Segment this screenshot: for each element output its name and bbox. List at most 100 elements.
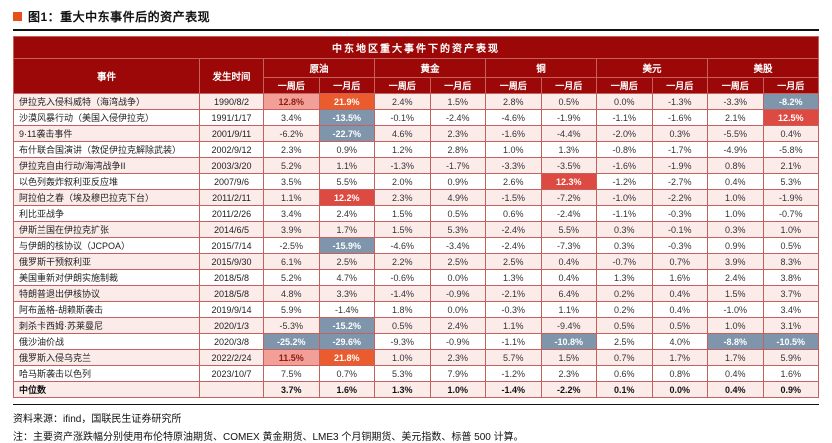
value-cell: 2.5% [485,253,542,270]
date-cell: 2011/2/26 [199,205,264,222]
value-cell: 1.7% [707,349,764,366]
value-cell: 1.5% [429,93,486,110]
event-cell: 特朗普退出伊核协议 [13,285,200,302]
value-cell: -1.0% [707,301,764,318]
col-header-period: 一月后 [762,77,819,94]
median-row: 中位数 3.7% 1.6% 1.3% 1.0% -1.4% -2.2% 0.1% 0.0% 0.4… [13,381,819,398]
value-cell: -15.2% [318,317,375,334]
median-value-cell: -2.2% [540,381,597,398]
table-row: 特朗普退出伊核协议 2018/5/8 4.8% 3.3% -1.4% -0.9% -2.1%… [13,285,819,302]
value-cell: 7.9% [429,365,486,382]
value-cell: -1.9% [651,157,708,174]
date-cell: 2015/7/14 [199,237,264,254]
value-cell: -0.9% [429,285,486,302]
event-cell: 哈马斯袭击以色列 [13,365,200,382]
value-cell: -2.5% [263,237,320,254]
value-cell: 0.5% [762,237,819,254]
table-row: 俄罗斯入侵乌克兰 2022/2/24 11.5% 21.8% 1.0% 2.3% 5.7% 1… [13,349,819,366]
event-cell: 伊拉克入侵科威特（海湾战争） [13,93,200,110]
value-cell: -1.4% [374,285,431,302]
value-cell: 1.2% [374,141,431,158]
value-cell: -29.6% [318,333,375,350]
col-header-asset-group: 美元 [596,58,708,78]
value-cell: -0.7% [762,205,819,222]
value-cell: 2.4% [374,93,431,110]
value-cell: 1.6% [762,365,819,382]
value-cell: -2.4% [429,109,486,126]
value-cell: 1.3% [540,141,597,158]
median-value-cell: 0.9% [762,381,819,398]
median-value-cell: 1.0% [429,381,486,398]
event-cell: 伊斯兰国在伊拉克扩张 [13,221,200,238]
value-cell: -0.3% [651,205,708,222]
event-cell: 俄罗斯入侵乌克兰 [13,349,200,366]
value-cell: 5.9% [762,349,819,366]
value-cell: -4.6% [374,237,431,254]
value-cell: 5.5% [318,173,375,190]
col-header-period: 一周后 [263,77,320,94]
table-row: 哈马斯袭击以色列 2023/10/7 7.5% 0.7% 5.3% 7.9% -1.2% 2.… [13,365,819,382]
median-date-cell [199,381,264,398]
value-cell: -10.5% [762,333,819,350]
table-row: 俄沙油价战 2020/3/8 -25.2% -29.6% -9.3% -0.9% -1.1%… [13,333,819,350]
value-cell: 1.5% [707,285,764,302]
value-cell: 2.2% [374,253,431,270]
value-cell: -1.6% [651,109,708,126]
value-cell: -0.3% [651,237,708,254]
date-cell: 2014/6/5 [199,221,264,238]
value-cell: -2.4% [540,205,597,222]
value-cell: -13.5% [318,109,375,126]
table-row: 伊拉克自由行动/海湾战争II 2003/3/20 5.2% 1.1% -1.3% -1.7… [13,157,819,174]
value-cell: 4.8% [263,285,320,302]
value-cell: 1.3% [596,269,653,286]
value-cell: 2.1% [762,157,819,174]
event-cell: 俄罗斯干预叙利亚 [13,253,200,270]
value-cell: -2.7% [651,173,708,190]
value-cell: 1.0% [485,141,542,158]
event-cell: 沙漠风暴行动（美国入侵伊拉克） [13,109,200,126]
col-header-date: 发生时间 [199,58,264,94]
value-cell: 1.0% [707,205,764,222]
value-cell: 2.3% [263,141,320,158]
value-cell: -2.0% [596,125,653,142]
table-row: 刺杀卡西姆·苏莱曼尼 2020/1/3 -5.3% -15.2% 0.5% 2.4% 1.1… [13,317,819,334]
table-row: 阿布盖格-胡赖斯袭击 2019/9/14 5.9% -1.4% 1.8% 0.0% -0.3… [13,301,819,318]
value-cell: 0.4% [707,365,764,382]
value-cell: 2.3% [540,365,597,382]
value-cell: 11.5% [263,349,320,366]
value-cell: 21.8% [318,349,375,366]
value-cell: -1.9% [762,189,819,206]
table-title-row: 中东地区重大事件下的资产表现 [13,36,819,59]
date-cell: 2015/9/30 [199,253,264,270]
table-body: 伊拉克入侵科威特（海湾战争） 1990/8/2 12.8% 21.9% 2.4% 1.5%… [13,93,819,398]
value-cell: 5.7% [485,349,542,366]
event-cell: 9·11袭击事件 [13,125,200,142]
value-cell: 0.7% [651,253,708,270]
figure-header: 图1：重大中东事件后的资产表现 [13,6,819,31]
value-cell: -0.1% [651,221,708,238]
table-row: 沙漠风暴行动（美国入侵伊拉克） 1991/1/17 3.4% -13.5% -0.1% -… [13,109,819,126]
title-bullet-icon [13,12,22,21]
table-row: 9·11袭击事件 2001/9/11 -6.2% -22.7% 4.6% 2.3% -1.6… [13,125,819,142]
value-cell: -2.4% [485,237,542,254]
median-value-cell: 1.3% [374,381,431,398]
event-cell: 伊拉克自由行动/海湾战争II [13,157,200,174]
value-cell: 3.9% [263,221,320,238]
value-cell: -2.1% [485,285,542,302]
asset-performance-table: 中东地区重大事件下的资产表现 事件 发生时间 原油 黄金铜美元 美股 一周后 一月后 一周后 一月… [13,36,819,398]
value-cell: -15.9% [318,237,375,254]
date-cell: 2022/2/24 [199,349,264,366]
event-cell: 俄沙油价战 [13,333,200,350]
value-cell: -3.3% [485,157,542,174]
value-cell: -0.6% [374,269,431,286]
date-cell: 2011/2/11 [199,189,264,206]
value-cell: 0.3% [596,237,653,254]
col-header-asset-group: 美股 [707,58,819,78]
value-cell: 3.8% [762,269,819,286]
value-cell: 1.5% [540,349,597,366]
value-cell: 2.1% [707,109,764,126]
event-cell: 阿拉伯之春（埃及穆巴拉克下台） [13,189,200,206]
value-cell: 3.4% [263,205,320,222]
value-cell: 21.9% [318,93,375,110]
